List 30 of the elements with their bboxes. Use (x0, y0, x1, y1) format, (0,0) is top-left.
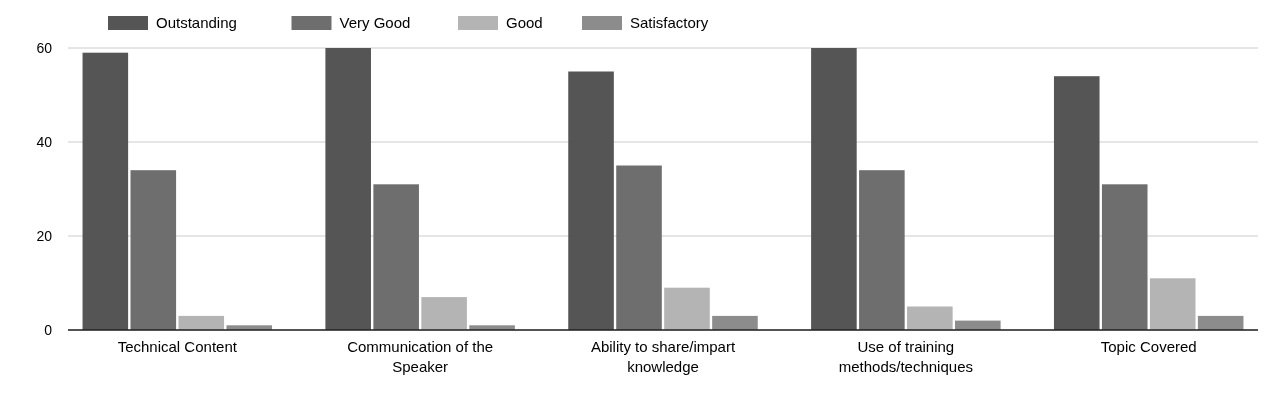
bar (712, 315, 758, 330)
y-tick-label: 20 (36, 228, 53, 244)
bar (325, 48, 371, 330)
bar (616, 165, 662, 330)
y-tick-label: 40 (36, 134, 53, 150)
bar (1197, 315, 1244, 330)
y-tick-label: 0 (44, 322, 53, 338)
x-tick-label: Use of training methods/techniques (838, 338, 973, 375)
legend-label: Satisfactory (630, 14, 709, 31)
bar (907, 306, 953, 330)
bar (130, 170, 177, 330)
bar (811, 48, 857, 330)
bar (421, 297, 467, 330)
bar (1053, 76, 1100, 330)
legend-label: Good (506, 14, 543, 31)
x-tick-label: Communication of the Speaker (347, 338, 494, 375)
x-tick-label: Technical Content (117, 338, 238, 355)
bar (178, 315, 225, 330)
bar (859, 170, 905, 330)
bar (664, 287, 710, 330)
x-tick-label: Ability to share/impart knowledge (590, 338, 736, 375)
bar (82, 52, 129, 330)
bar (568, 71, 614, 330)
bar (1149, 278, 1196, 330)
legend-label: Very Good (339, 14, 411, 31)
y-tick-label: 60 (36, 40, 53, 56)
bar (1101, 184, 1148, 330)
bar (373, 184, 419, 330)
x-tick-label: Topic Covered (1100, 338, 1197, 355)
legend-label: Outstanding (156, 14, 237, 31)
